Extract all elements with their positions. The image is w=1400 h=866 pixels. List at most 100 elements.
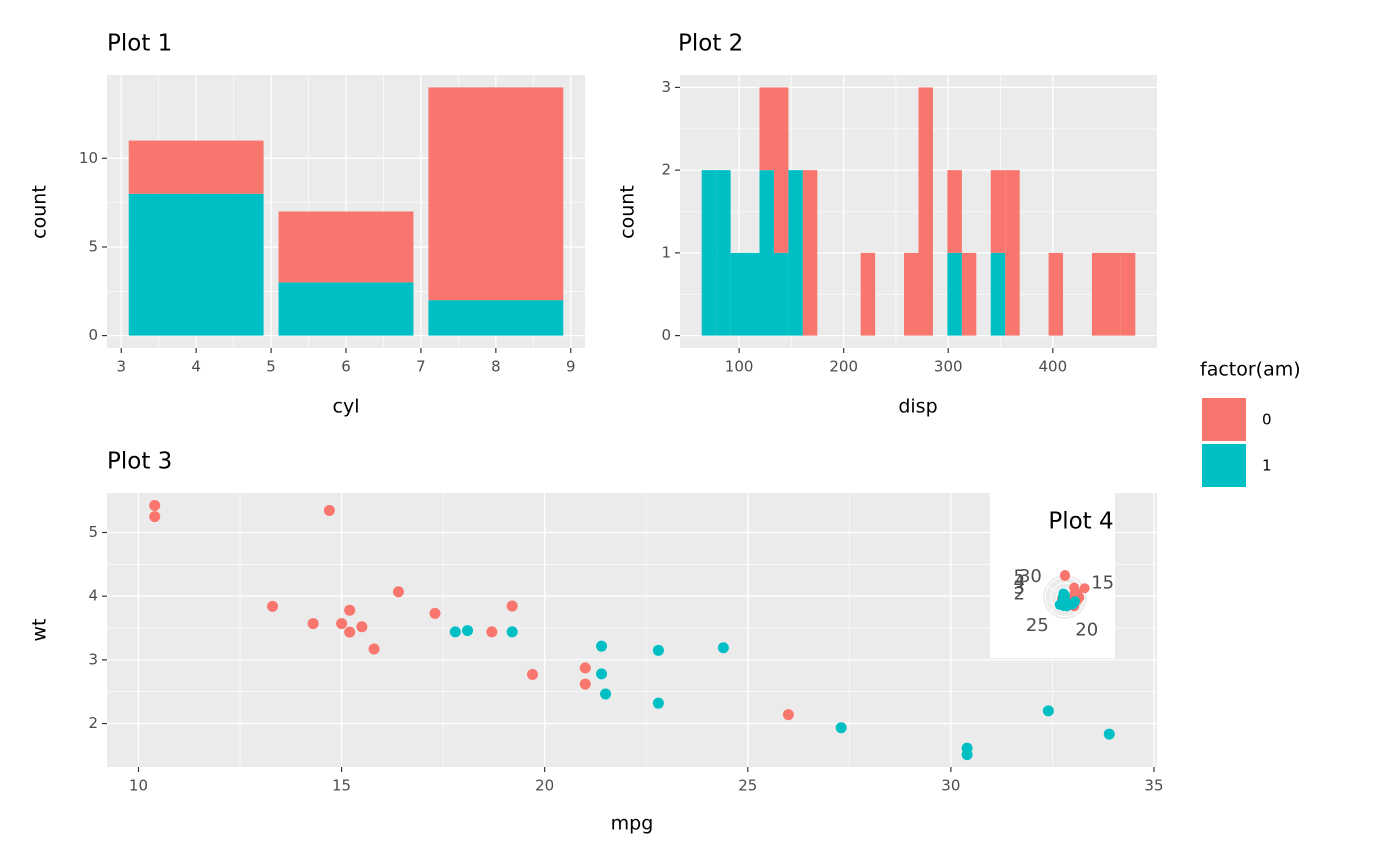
legend-label: 1 xyxy=(1262,457,1272,475)
point xyxy=(336,618,348,630)
legend-label: 0 xyxy=(1262,411,1272,429)
chart-title: Plot 2 xyxy=(678,31,743,57)
point xyxy=(392,586,404,598)
point xyxy=(1042,705,1054,717)
histogram-bar xyxy=(759,87,774,171)
r-tick-label: 5 xyxy=(1014,566,1025,587)
y-tick-label: 2 xyxy=(88,714,98,732)
histogram-bar xyxy=(1005,170,1020,336)
point xyxy=(961,749,973,761)
point xyxy=(344,626,356,638)
point xyxy=(486,626,498,638)
theta-tick-label: 20 xyxy=(1075,620,1098,641)
histogram-bar xyxy=(947,252,962,336)
x-tick-label: 9 xyxy=(566,358,576,376)
r-tick-label: 3 xyxy=(1014,578,1025,599)
r-tick-label: 2 xyxy=(1014,583,1025,604)
point xyxy=(344,604,356,616)
histogram-bar xyxy=(1091,252,1107,336)
histogram-bar xyxy=(990,170,1006,253)
point xyxy=(461,625,473,637)
point xyxy=(506,626,518,638)
chart-title: Plot 3 xyxy=(107,449,172,475)
y-tick-label: 5 xyxy=(88,523,98,541)
r-tick-label: 4 xyxy=(1014,572,1025,593)
point xyxy=(600,688,612,700)
histogram-bar xyxy=(745,252,760,336)
bar xyxy=(278,282,414,336)
theta-tick-label: 30 xyxy=(1019,566,1042,587)
bar xyxy=(428,87,564,301)
point xyxy=(652,644,664,656)
histogram-bar xyxy=(1106,252,1121,336)
x-tick-label: 20 xyxy=(535,777,554,795)
x-tick-label: 10 xyxy=(129,777,148,795)
chart-title: Plot 4 xyxy=(1048,509,1113,535)
y-tick-label: 3 xyxy=(661,78,671,96)
x-tick-label: 3 xyxy=(116,358,126,376)
theta-tick-label: 15 xyxy=(1091,573,1114,594)
histogram-bar xyxy=(730,252,746,336)
x-tick-label: 35 xyxy=(1144,777,1163,795)
point xyxy=(835,722,847,734)
y-axis-title: count xyxy=(617,185,639,239)
histogram-bar xyxy=(773,252,789,336)
point xyxy=(652,697,664,709)
bar xyxy=(428,300,564,336)
y-tick-label: 2 xyxy=(661,161,671,179)
histogram-bar xyxy=(802,170,818,336)
point xyxy=(449,626,461,638)
point xyxy=(149,499,161,511)
x-tick-label: 7 xyxy=(416,358,426,376)
histogram-bar xyxy=(716,170,731,336)
chart-title: Plot 1 xyxy=(107,31,172,57)
histogram-bar xyxy=(860,252,876,336)
y-tick-label: 4 xyxy=(88,587,98,605)
point xyxy=(323,505,335,517)
histogram-bar xyxy=(759,170,774,336)
point xyxy=(307,618,319,630)
theta-tick-label: 25 xyxy=(1026,615,1049,636)
point xyxy=(356,621,368,633)
histogram-bar xyxy=(773,87,789,253)
inset-background xyxy=(990,493,1115,658)
histogram-bar xyxy=(1048,252,1064,336)
legend-title: factor(am) xyxy=(1200,359,1301,381)
x-tick-label: 300 xyxy=(934,358,963,376)
histogram-bar xyxy=(904,252,919,336)
histogram-bar xyxy=(918,87,933,336)
x-tick-label: 25 xyxy=(738,777,757,795)
y-tick-label: 10 xyxy=(79,149,98,167)
x-tick-label: 4 xyxy=(191,358,201,376)
x-tick-label: 15 xyxy=(332,777,351,795)
point xyxy=(1060,590,1070,601)
y-tick-label: 0 xyxy=(88,326,98,344)
x-tick-label: 100 xyxy=(725,358,754,376)
x-tick-label: 6 xyxy=(341,358,351,376)
bar xyxy=(128,193,264,336)
x-tick-label: 200 xyxy=(829,358,858,376)
point xyxy=(1103,728,1115,740)
point xyxy=(596,668,608,680)
point xyxy=(579,662,591,674)
bar xyxy=(278,211,414,283)
point xyxy=(368,643,380,655)
point xyxy=(596,640,608,652)
histogram-bar xyxy=(701,170,717,336)
bar xyxy=(128,140,264,194)
x-tick-label: 30 xyxy=(941,777,960,795)
y-tick-label: 0 xyxy=(661,326,671,344)
histogram-bar xyxy=(1120,252,1136,336)
y-tick-label: 3 xyxy=(88,650,98,668)
point xyxy=(1079,583,1090,594)
x-axis-title: mpg xyxy=(611,813,654,835)
x-axis-title: cyl xyxy=(333,396,360,418)
histogram-bar xyxy=(990,252,1006,336)
point xyxy=(429,607,441,619)
x-tick-label: 400 xyxy=(1038,358,1067,376)
legend-key xyxy=(1202,444,1246,487)
point xyxy=(782,709,794,721)
histogram-bar xyxy=(947,170,962,253)
point xyxy=(526,669,538,681)
